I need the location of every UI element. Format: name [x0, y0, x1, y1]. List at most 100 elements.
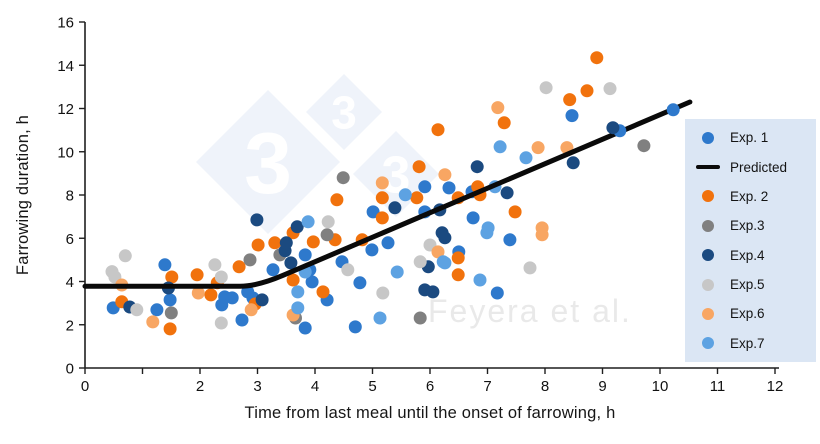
- data-point-exp3: [413, 311, 427, 325]
- data-point-exp2: [563, 93, 577, 107]
- y-tick-label-10: 10: [57, 144, 74, 161]
- x-tick-label-12: 12: [767, 378, 784, 395]
- data-point-exp2: [508, 205, 522, 219]
- watermark-three-1: 3: [244, 116, 292, 212]
- data-point-exp5: [118, 249, 132, 263]
- y-tick-label-2: 2: [66, 317, 74, 334]
- legend-label: Exp.4: [730, 247, 765, 263]
- data-point-exp1: [163, 293, 177, 307]
- legend-item-exp-5: Exp.5: [685, 277, 816, 292]
- data-point-exp1: [348, 320, 362, 334]
- data-point-exp3: [637, 139, 651, 153]
- data-point-exp2: [286, 273, 300, 287]
- data-point-exp2: [590, 51, 604, 65]
- legend-marker: [702, 249, 714, 262]
- data-point-exp5: [603, 82, 617, 96]
- predicted-line-icon: [695, 164, 721, 170]
- data-point-exp5: [523, 261, 537, 275]
- data-point-exp1: [266, 263, 280, 277]
- data-point-exp1: [150, 303, 164, 317]
- legend-item-exp-7: Exp.7: [685, 336, 816, 351]
- exp-3-dot-icon: [695, 219, 721, 232]
- legend-marker: [702, 131, 714, 144]
- data-point-exp1: [366, 205, 380, 219]
- data-point-exp3: [164, 306, 178, 320]
- x-axis-title: Time from last meal until the onset of f…: [244, 404, 616, 422]
- data-point-exp4: [290, 220, 304, 234]
- x-tick-label-7: 7: [483, 378, 491, 395]
- legend: Exp. 1 Predicted Exp. 2 Exp.3 Exp.4 Exp.5 Exp.…: [685, 119, 816, 362]
- data-point-exp1: [490, 286, 504, 300]
- predicted-line: [82, 99, 693, 289]
- legend-label: Exp. 2: [730, 188, 769, 204]
- legend-label: Exp. 1: [730, 130, 769, 146]
- exp-7-dot-icon: [695, 337, 721, 350]
- data-point-exp2: [190, 268, 204, 282]
- legend-item-exp-3: Exp.3: [685, 218, 816, 233]
- data-point-exp4: [500, 186, 514, 200]
- y-tick-label-8: 8: [66, 188, 74, 205]
- y-axis-title: Farrowing duration, h: [14, 114, 32, 276]
- data-point-exp2: [330, 193, 344, 207]
- data-point-exp7: [291, 301, 305, 315]
- exp-6-dot-icon: [695, 307, 721, 320]
- data-point-exp2: [375, 191, 389, 205]
- data-point-exp5: [130, 303, 144, 317]
- data-point-exp2: [431, 123, 445, 137]
- data-point-exp6: [375, 176, 389, 190]
- exp-1-dot-icon: [695, 131, 721, 144]
- exp-4-dot-icon: [695, 249, 721, 262]
- exp-5-dot-icon: [695, 278, 721, 291]
- legend-item-exp-4: Exp.4: [685, 248, 816, 263]
- data-point-exp4: [470, 160, 484, 174]
- data-point-exp2: [451, 268, 465, 282]
- data-point-exp1: [298, 321, 312, 335]
- data-point-exp1: [666, 103, 680, 117]
- legend-item-predicted: Predicted: [685, 160, 816, 175]
- x-tick-label-8: 8: [541, 378, 549, 395]
- y-tick-label-14: 14: [57, 58, 74, 75]
- data-point-exp7: [291, 285, 305, 299]
- data-point-exp6: [244, 303, 258, 317]
- data-point-exp3: [336, 171, 350, 185]
- data-point-exp4: [250, 213, 264, 227]
- data-point-exp4: [438, 231, 452, 245]
- data-point-exp2: [375, 211, 389, 225]
- legend-marker: [702, 190, 714, 203]
- data-point-exp5: [413, 255, 427, 269]
- data-point-exp4: [566, 156, 580, 170]
- data-point-exp6: [191, 286, 205, 300]
- legend-item-exp-2: Exp. 2: [685, 189, 816, 204]
- legend-marker: [696, 164, 720, 170]
- data-point-exp4: [284, 256, 298, 270]
- data-point-exp1: [158, 258, 172, 272]
- x-tick-label-4: 4: [311, 378, 319, 395]
- legend-label: Predicted: [730, 159, 788, 175]
- y-tick-label-4: 4: [66, 274, 74, 291]
- legend-marker: [702, 337, 714, 350]
- data-point-exp5: [376, 286, 390, 300]
- data-point-exp2: [497, 116, 511, 130]
- data-point-exp4: [388, 201, 402, 215]
- data-point-exp2: [232, 260, 246, 274]
- data-point-exp5: [214, 270, 228, 284]
- data-point-exp1: [466, 211, 480, 225]
- data-point-exp1: [235, 313, 249, 327]
- data-point-exp7: [373, 311, 387, 325]
- x-tick-label-11: 11: [710, 378, 726, 395]
- data-point-exp1: [503, 233, 517, 247]
- data-point-exp2: [163, 322, 177, 336]
- watermark-diamond-2: [306, 74, 382, 150]
- data-point-exp6: [535, 228, 549, 242]
- x-tick-label-10: 10: [652, 378, 669, 395]
- data-point-exp1: [225, 291, 239, 305]
- legend-item-exp-6: Exp.6: [685, 306, 816, 321]
- data-point-exp7: [438, 256, 452, 270]
- data-point-exp7: [493, 140, 507, 154]
- data-point-exp4: [255, 293, 269, 307]
- legend-marker: [702, 219, 714, 232]
- data-point-exp1: [381, 236, 395, 250]
- y-tick-label-12: 12: [57, 101, 74, 118]
- y-tick-label-0: 0: [66, 361, 74, 378]
